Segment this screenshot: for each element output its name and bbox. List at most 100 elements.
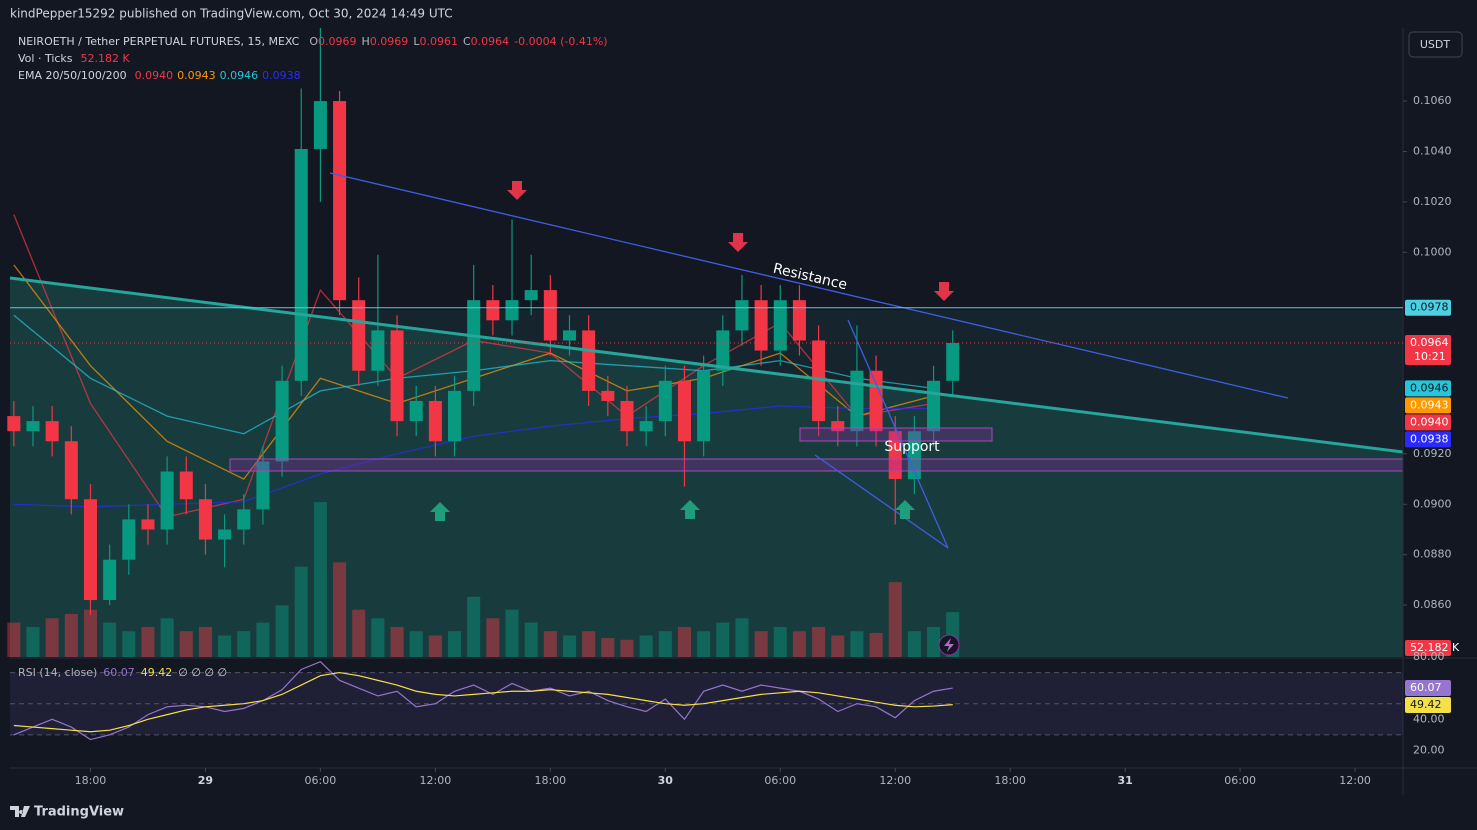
candle-body: [198, 499, 212, 540]
candle-body: [103, 559, 117, 601]
rsi-title: RSI (14, close): [18, 666, 97, 679]
candle-body: [582, 330, 596, 391]
x-tick-label: 29: [198, 774, 213, 787]
arrow-up: [430, 502, 450, 521]
volume-bar: [275, 605, 289, 657]
footer-brand: TradingView: [34, 805, 124, 820]
candle-body: [754, 300, 768, 351]
rsi-ma-line: [13, 671, 953, 733]
volume-bar: [850, 631, 864, 657]
ema-tag: 0.0938: [1410, 432, 1449, 445]
candle-body: [7, 416, 21, 432]
ema-value: 0.0940: [135, 69, 174, 82]
ohlc-value: 0.0964: [471, 35, 510, 48]
ema-tag-bg: [1405, 431, 1451, 448]
volume-bar: [409, 631, 423, 657]
legend-symbol-line: NEIROETH / Tether PERPETUAL FUTURES, 15,…: [18, 35, 608, 48]
ema-tag: 0.0940: [1410, 415, 1449, 428]
down-arrows: [507, 181, 954, 301]
ohlc-key: C: [463, 35, 471, 48]
rsi-tick-label: 20.00: [1413, 743, 1445, 756]
x-tick-label: 06:00: [1224, 774, 1256, 787]
candle-body: [658, 380, 672, 422]
candle-body: [869, 370, 883, 432]
volume-value: 52.182 K: [81, 52, 131, 65]
volume-bar: [907, 631, 921, 657]
up-arrows: [430, 500, 915, 521]
alert-bolt: [944, 638, 954, 652]
candle-body: [371, 330, 385, 371]
x-tick-label: 12:00: [1339, 774, 1371, 787]
arrow-down: [728, 233, 748, 252]
volume-bar: [792, 631, 806, 657]
candle-body: [697, 370, 711, 442]
candle-body: [275, 380, 289, 462]
y-tick-label: 0.1060: [1413, 94, 1452, 107]
arrow-up: [895, 500, 915, 519]
ohlc-key: L: [413, 35, 420, 48]
ema-tag-bg: [1405, 397, 1451, 414]
volume-bar: [64, 614, 78, 657]
volume-bar: [486, 618, 500, 657]
y-tick-label: 0.1040: [1413, 144, 1452, 157]
volume-bar: [122, 631, 136, 657]
ema-value: 0.0946: [220, 69, 259, 82]
y-tick-label: 0.1000: [1413, 245, 1452, 258]
last-price-tag: 0.0964: [1410, 336, 1449, 349]
volume-bar: [812, 626, 826, 657]
currency-button[interactable]: [1408, 31, 1463, 58]
drawings: Resistance Support: [9, 172, 1404, 549]
candle-body: [218, 529, 232, 540]
volume-bar: [45, 618, 59, 657]
volume-bar: [888, 582, 902, 657]
candle-body: [333, 101, 347, 301]
volume-bar: [467, 596, 481, 657]
y-tick-label: 0.0880: [1413, 548, 1452, 561]
x-tick-label: 31: [1118, 774, 1133, 787]
candle-body: [409, 400, 423, 422]
volume-bar: [582, 631, 596, 657]
volume-bar: [620, 639, 634, 657]
x-tick-label: 12:00: [420, 774, 452, 787]
candle-body: [352, 300, 366, 371]
series-layer: [7, 28, 960, 657]
y-tick-label: 0.0920: [1413, 447, 1452, 460]
volume-bar: [237, 631, 251, 657]
candle-body: [907, 431, 921, 480]
ohlc-value: 0.0969: [370, 35, 409, 48]
volume-bar: [256, 622, 270, 657]
last-price-tag-bg: [1405, 335, 1451, 366]
volume-bar: [601, 638, 615, 657]
volume-bar: [352, 609, 366, 657]
candle-body: [812, 340, 826, 422]
hline-tag: 0.0978: [1410, 301, 1449, 314]
volume-bar: [103, 622, 117, 657]
volume-bar: [428, 635, 442, 657]
currency-label: USDT: [1420, 38, 1451, 51]
volume-bar: [697, 631, 711, 657]
support-label: Support: [884, 439, 940, 455]
wedge-line: [814, 454, 949, 549]
ema-value: 0.0943: [177, 69, 216, 82]
candle-body: [543, 290, 557, 341]
candle-body: [160, 471, 174, 530]
volume-bar: [294, 566, 308, 657]
candle-body: [313, 101, 327, 149]
candle-body: [792, 300, 806, 341]
support-zone: [229, 458, 1404, 472]
ema-tag: 0.0946: [1410, 381, 1449, 394]
candle-body: [927, 380, 941, 432]
resistance-line: [329, 172, 1289, 399]
x-tick-label: 18:00: [534, 774, 566, 787]
rsi-tick-label: 80.00: [1413, 650, 1445, 663]
ema-value: 0.0938: [262, 69, 301, 82]
logo: [10, 806, 30, 817]
candle-body: [64, 441, 78, 500]
volume-bar: [524, 622, 538, 657]
candle-body: [888, 431, 902, 480]
candle-body: [294, 148, 308, 381]
countdown: 10:21: [1414, 350, 1446, 363]
candle-body: [45, 421, 59, 442]
ema-title: EMA 20/50/100/200: [18, 69, 127, 82]
volume-bar: [869, 632, 883, 657]
